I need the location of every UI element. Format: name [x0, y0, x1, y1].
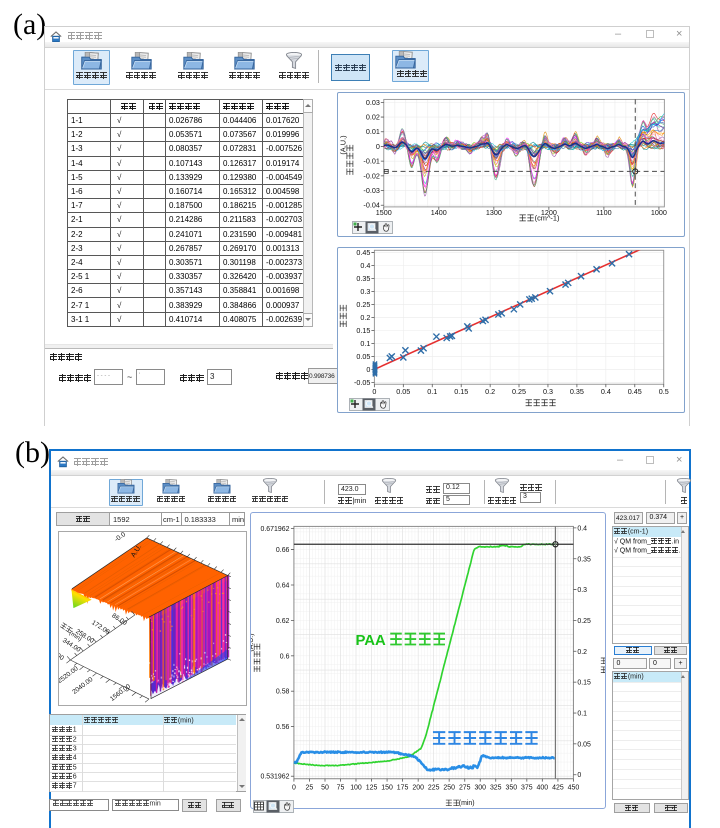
svg-text:0: 0: [292, 785, 296, 792]
svg-text:1100: 1100: [596, 208, 611, 217]
svg-text:150: 150: [381, 785, 393, 792]
svg-text:2520.00: 2520.00: [58, 665, 80, 685]
svg-text:300: 300: [474, 785, 486, 792]
svg-text:0.35: 0.35: [356, 274, 370, 283]
svg-text:375: 375: [521, 785, 533, 792]
svg-text:0.6: 0.6: [280, 653, 290, 660]
svg-text:25: 25: [306, 785, 314, 792]
svg-text:0.62: 0.62: [276, 618, 290, 625]
svg-text:1500: 1500: [376, 208, 392, 217]
svg-text:0.1: 0.1: [577, 711, 587, 718]
svg-text:1560.00: 1560.00: [109, 683, 132, 703]
svg-text:0.2: 0.2: [360, 313, 370, 322]
svg-text:1200: 1200: [541, 208, 557, 217]
svg-text:0.5: 0.5: [659, 387, 669, 396]
svg-text:100: 100: [350, 785, 362, 792]
svg-text:0: 0: [577, 772, 581, 779]
svg-text:1400: 1400: [431, 208, 447, 217]
svg-text:50: 50: [321, 785, 329, 792]
svg-text:175: 175: [397, 785, 409, 792]
svg-text:125: 125: [366, 785, 378, 792]
svg-text:0: 0: [376, 142, 380, 151]
svg-text:0.03: 0.03: [366, 98, 380, 107]
svg-text:-0.03: -0.03: [363, 186, 379, 195]
svg-text:0.01: 0.01: [366, 127, 380, 136]
svg-text:1300: 1300: [486, 208, 502, 217]
svg-text:325: 325: [490, 785, 502, 792]
svg-text:0.1: 0.1: [360, 339, 370, 348]
svg-text:0.25: 0.25: [577, 618, 591, 625]
svg-text:0.35: 0.35: [570, 387, 584, 396]
svg-text:2040.00: 2040.00: [71, 676, 94, 696]
svg-text:350: 350: [506, 785, 518, 792]
svg-text:86.00: 86.00: [110, 612, 128, 627]
svg-text:00: 00: [58, 652, 65, 662]
svg-text:0.531962: 0.531962: [261, 774, 290, 781]
svg-text:-0.02: -0.02: [363, 171, 379, 180]
svg-text:75: 75: [337, 785, 345, 792]
svg-text:(A.U.): (A.U.): [338, 135, 347, 154]
svg-text:0.56: 0.56: [276, 724, 290, 731]
svg-text:0.66: 0.66: [276, 547, 290, 554]
svg-text:0.58: 0.58: [276, 689, 290, 696]
svg-text:-0.05: -0.05: [354, 378, 370, 387]
svg-text:0.45: 0.45: [628, 387, 642, 396]
svg-text:0.64: 0.64: [276, 582, 290, 589]
svg-text:0.2: 0.2: [485, 387, 495, 396]
svg-text:0.1: 0.1: [427, 387, 437, 396]
svg-text:-0.0: -0.0: [114, 531, 128, 544]
svg-text:0.25: 0.25: [512, 387, 526, 396]
svg-text:(A.U.): (A.U.): [250, 633, 255, 651]
svg-text:-0.04: -0.04: [363, 201, 379, 210]
svg-text:450: 450: [568, 785, 580, 792]
svg-text:425: 425: [552, 785, 564, 792]
svg-text:0.15: 0.15: [454, 387, 468, 396]
svg-text:0.05: 0.05: [396, 387, 410, 396]
svg-text:0.4: 0.4: [601, 387, 611, 396]
svg-text:-0.01: -0.01: [363, 157, 379, 166]
svg-text:400: 400: [537, 785, 549, 792]
svg-text:0: 0: [366, 365, 370, 374]
svg-text:0.05: 0.05: [577, 741, 591, 748]
svg-text:0.25: 0.25: [356, 300, 370, 309]
svg-text:0.15: 0.15: [577, 680, 591, 687]
svg-text:0.05: 0.05: [356, 352, 370, 361]
svg-text:0.02: 0.02: [366, 113, 380, 122]
svg-text:0.45: 0.45: [356, 248, 370, 257]
svg-text:0.671962: 0.671962: [261, 526, 290, 533]
svg-text:0: 0: [372, 387, 376, 396]
svg-text:225: 225: [428, 785, 440, 792]
svg-text:(cm^-1): (cm^-1): [535, 214, 560, 223]
svg-text:200: 200: [412, 785, 424, 792]
svg-text:0.15: 0.15: [356, 326, 370, 335]
svg-text:0.4: 0.4: [360, 261, 370, 270]
svg-text:275: 275: [459, 785, 471, 792]
svg-text:172.00: 172.00: [90, 619, 111, 636]
svg-text:0.4: 0.4: [577, 525, 587, 532]
svg-text:250: 250: [443, 785, 455, 792]
svg-text:0.3: 0.3: [543, 387, 553, 396]
svg-text:0.35: 0.35: [577, 556, 591, 563]
svg-text:1000: 1000: [651, 208, 667, 217]
svg-text:(min): (min): [459, 800, 475, 807]
svg-text:PAA: PAA: [355, 633, 386, 649]
svg-text:0.2: 0.2: [577, 649, 587, 656]
svg-text:0.3: 0.3: [577, 587, 587, 594]
svg-text:0.3: 0.3: [360, 287, 370, 296]
